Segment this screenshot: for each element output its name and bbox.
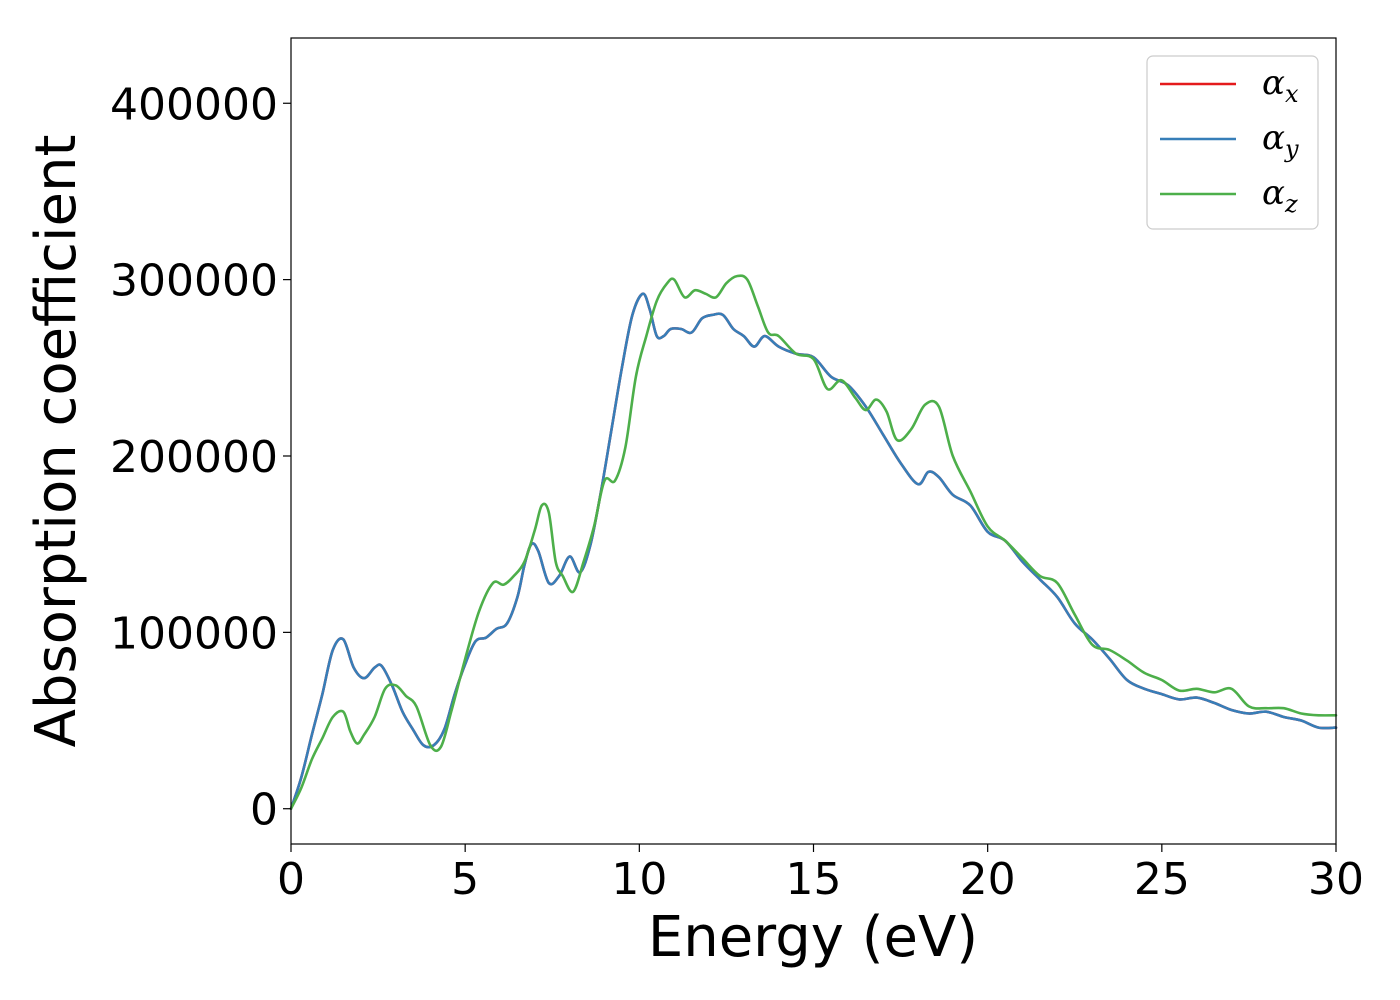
y-axis-ticks: 0 100000 200000 300000 400000 — [110, 79, 291, 836]
x-tick-label: 10 — [611, 854, 667, 905]
x-axis-ticks: 0 5 10 15 20 25 30 — [277, 844, 1364, 905]
x-tick-label: 0 — [277, 854, 305, 905]
legend-subscript: z — [1284, 190, 1298, 218]
y-tick-label: 100000 — [110, 608, 278, 659]
x-tick-label: 25 — [1134, 854, 1190, 905]
series-line-z — [289, 274, 1338, 810]
legend-label-y: αy — [1262, 118, 1299, 163]
x-tick-label: 30 — [1308, 854, 1364, 905]
legend-label-z: αz — [1262, 173, 1298, 218]
legend-box — [1146, 55, 1319, 230]
y-tick-label: 300000 — [110, 256, 278, 307]
x-tick-label: 15 — [786, 854, 842, 905]
series-layer — [289, 274, 1338, 810]
legend-symbol: α — [1262, 63, 1285, 103]
x-axis-title: Energy (eV) — [648, 905, 978, 970]
y-tick-label: 200000 — [110, 432, 278, 483]
legend-label-x: αx — [1262, 63, 1299, 108]
x-tick-label: 5 — [451, 854, 479, 905]
legend-symbol: α — [1262, 118, 1285, 158]
y-tick-label: 0 — [250, 785, 278, 836]
y-tick-label: 400000 — [110, 79, 278, 130]
y-axis-title: Absorption coefficient — [24, 135, 89, 748]
legend-subscript: x — [1285, 80, 1299, 108]
legend-symbol: α — [1262, 173, 1285, 213]
x-tick-label: 20 — [960, 854, 1016, 905]
legend-subscript: y — [1284, 135, 1299, 163]
